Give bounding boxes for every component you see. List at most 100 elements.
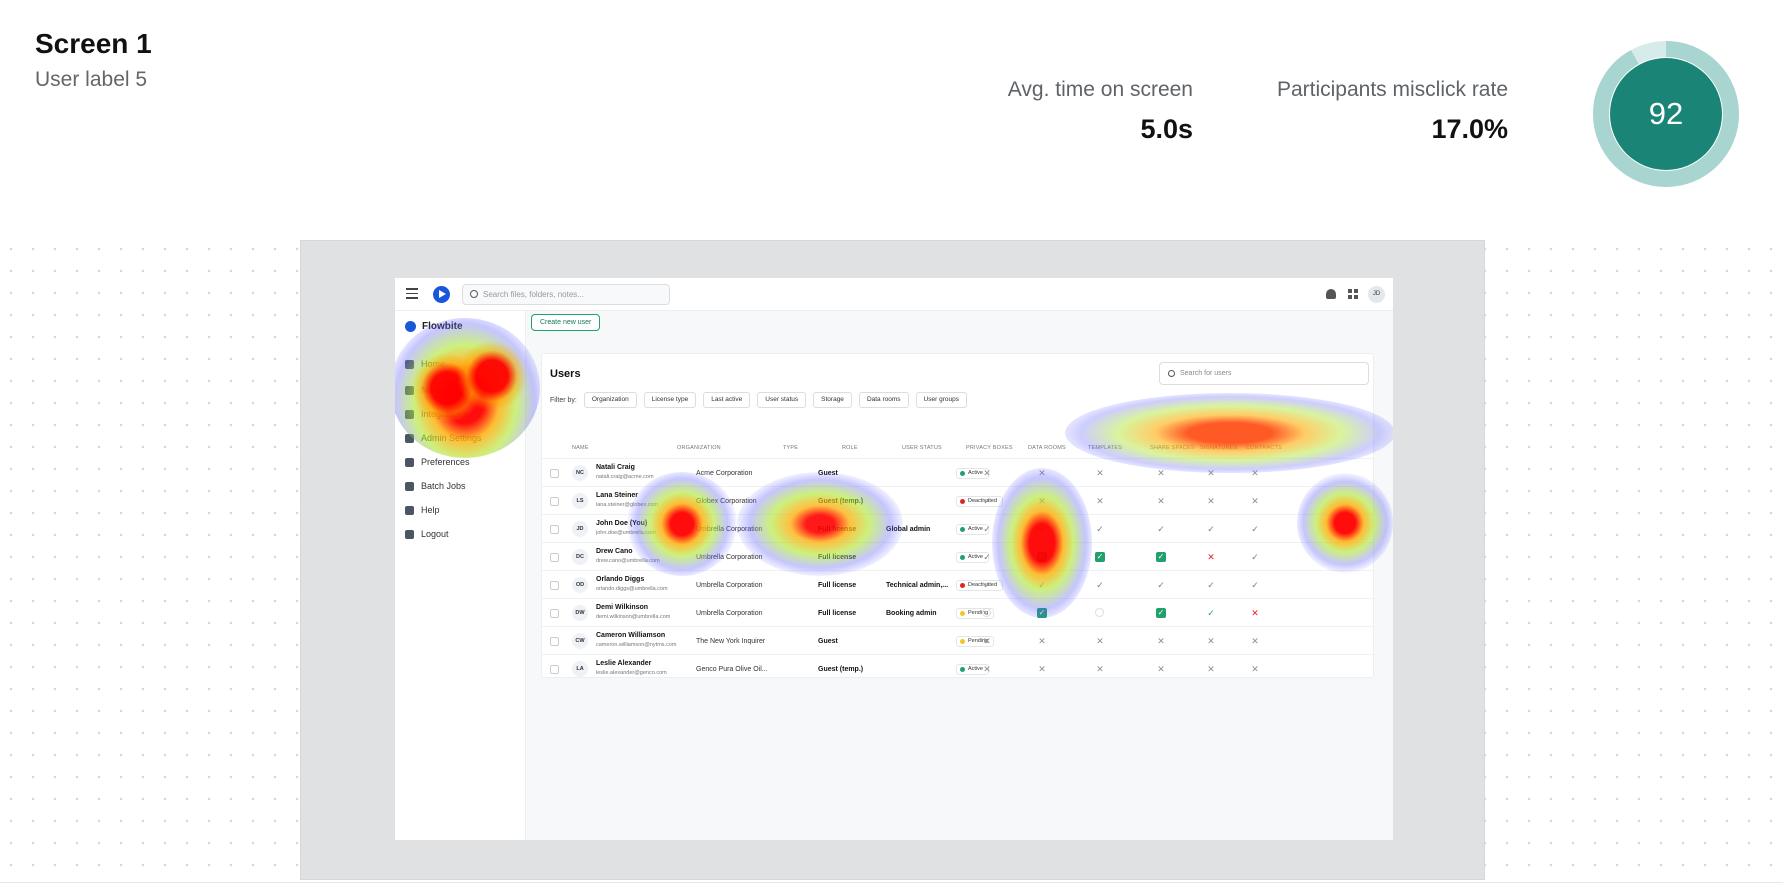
table-row[interactable]: JD John Doe (You) john.doe@umbrella.com Umb… bbox=[542, 514, 1375, 542]
table-row[interactable]: DW Demi Wilkinson demi.wilkinson@umbrella.… bbox=[542, 598, 1375, 626]
check-icon[interactable]: ✓ bbox=[1157, 580, 1165, 590]
row-checkbox[interactable] bbox=[550, 581, 559, 590]
empty-toggle[interactable] bbox=[1095, 608, 1104, 617]
user-name[interactable]: Natali Craig bbox=[596, 464, 635, 471]
create-user-button[interactable]: Create new user bbox=[531, 314, 601, 331]
row-checkbox[interactable] bbox=[550, 525, 559, 534]
sidebar-item-admin-settings[interactable]: Admin Settings bbox=[405, 433, 482, 443]
table-row[interactable]: NC Natali Craig natali.craig@acme.com Acme … bbox=[542, 458, 1375, 486]
column-header-privacy-boxes[interactable]: PRIVACY BOXES bbox=[966, 445, 1013, 451]
close-icon[interactable]: ✕ bbox=[1096, 636, 1104, 646]
global-search-input[interactable]: Search files, folders, notes... bbox=[462, 284, 670, 305]
close-icon[interactable]: ✕ bbox=[1157, 468, 1165, 478]
row-checkbox[interactable] bbox=[550, 497, 559, 506]
close-icon[interactable]: ✕ bbox=[1251, 468, 1259, 478]
check-icon[interactable]: ✓ bbox=[1037, 608, 1047, 618]
column-header-templates[interactable]: TEMPLATES bbox=[1088, 445, 1123, 451]
sidebar-item-home[interactable]: Home bbox=[405, 359, 445, 369]
user-name[interactable]: Demi Wilkinson bbox=[596, 604, 649, 611]
close-icon[interactable]: ✕ bbox=[1207, 468, 1215, 478]
check-icon[interactable]: ✓ bbox=[1156, 552, 1166, 562]
close-icon[interactable]: ✕ bbox=[1251, 636, 1259, 646]
row-checkbox[interactable] bbox=[550, 553, 559, 562]
close-icon[interactable]: ✕ bbox=[1207, 636, 1215, 646]
sidebar-item-preferences[interactable]: Preferences bbox=[405, 457, 470, 467]
filter-license-type[interactable]: License type bbox=[643, 392, 697, 408]
close-icon[interactable]: ✕ bbox=[1207, 552, 1215, 562]
close-icon[interactable]: ✕ bbox=[1157, 636, 1165, 646]
check-icon[interactable]: ✓ bbox=[983, 580, 991, 590]
user-search-input[interactable]: Search for users bbox=[1159, 362, 1369, 385]
close-icon[interactable]: ✕ bbox=[1038, 636, 1046, 646]
sidebar-item-help[interactable]: Help bbox=[405, 505, 440, 515]
close-icon[interactable]: ✕ bbox=[1251, 608, 1259, 618]
sidebar-item-batch-jobs[interactable]: Batch Jobs bbox=[405, 481, 466, 491]
close-icon[interactable]: ✕ bbox=[1096, 664, 1104, 674]
column-header-type[interactable]: TYPE bbox=[783, 445, 799, 451]
row-checkbox[interactable] bbox=[550, 665, 559, 674]
check-icon[interactable]: ✓ bbox=[1207, 608, 1215, 618]
table-row[interactable]: OD Orlando Diggs orlando.diggs@umbrella.co… bbox=[542, 570, 1375, 598]
empty-toggle[interactable] bbox=[982, 608, 991, 617]
avatar[interactable]: JD bbox=[1368, 286, 1385, 303]
table-row[interactable]: CW Cameron Williamson cameron.williamson@n… bbox=[542, 626, 1375, 654]
check-icon[interactable]: ✓ bbox=[1207, 580, 1215, 590]
filter-storage[interactable]: Storage bbox=[813, 392, 852, 408]
check-icon[interactable]: ✓ bbox=[1038, 580, 1046, 590]
user-name[interactable]: Lana Steiner bbox=[596, 492, 639, 499]
column-header-signatures[interactable]: SIGNATURES bbox=[1200, 445, 1238, 451]
close-icon[interactable]: ✕ bbox=[1207, 664, 1215, 674]
close-icon[interactable]: ✕ bbox=[1038, 664, 1046, 674]
close-icon[interactable]: ✕ bbox=[1207, 496, 1215, 506]
filter-data-rooms[interactable]: Data rooms bbox=[858, 392, 909, 408]
close-icon[interactable]: ✕ bbox=[983, 636, 991, 646]
table-row[interactable]: LA Leslie Alexander leslie.alexander@genco… bbox=[542, 654, 1375, 682]
column-header-data-rooms[interactable]: DATA ROOMS bbox=[1028, 445, 1066, 451]
close-icon[interactable]: ✕ bbox=[1096, 468, 1104, 478]
filter-last-active[interactable]: Last active bbox=[703, 392, 751, 408]
check-icon[interactable]: ✓ bbox=[1095, 552, 1105, 562]
row-checkbox[interactable] bbox=[550, 609, 559, 618]
column-header-role[interactable]: ROLE bbox=[842, 445, 858, 451]
column-header-share-spaces[interactable]: SHARE SPACES bbox=[1150, 445, 1195, 451]
table-row[interactable]: DC Drew Cano drew.cano@umbrella.com Umbrell… bbox=[542, 542, 1375, 570]
close-icon[interactable]: ✕ bbox=[1251, 496, 1259, 506]
user-name[interactable]: Orlando Diggs bbox=[596, 576, 645, 583]
sidebar-item-notifications[interactable]: Notifications bbox=[405, 385, 470, 395]
user-name[interactable]: Leslie Alexander bbox=[596, 660, 652, 667]
close-icon[interactable]: ✕ bbox=[1251, 664, 1259, 674]
column-header-organization[interactable]: ORGANIZATION bbox=[677, 445, 721, 451]
row-checkbox[interactable] bbox=[550, 637, 559, 646]
check-icon[interactable]: ✓ bbox=[1096, 580, 1104, 590]
table-row[interactable]: LS Lana Steiner lana.steiner@globex.com Glo… bbox=[542, 486, 1375, 514]
close-icon[interactable]: ✕ bbox=[983, 664, 991, 674]
logo-icon[interactable] bbox=[433, 286, 450, 303]
row-checkbox[interactable] bbox=[550, 469, 559, 478]
user-name[interactable]: John Doe (You) bbox=[596, 520, 648, 527]
bell-icon[interactable] bbox=[1326, 289, 1336, 299]
column-header-name[interactable]: NAME bbox=[572, 445, 589, 451]
close-icon[interactable]: ✕ bbox=[1157, 496, 1165, 506]
apps-grid-icon[interactable] bbox=[1348, 289, 1358, 299]
check-icon[interactable]: ✓ bbox=[1251, 524, 1259, 534]
close-icon[interactable]: ✕ bbox=[1038, 496, 1046, 506]
close-icon[interactable]: ✕ bbox=[1038, 468, 1046, 478]
check-icon[interactable]: ✓ bbox=[1037, 552, 1047, 562]
check-icon[interactable]: ✓ bbox=[1156, 608, 1166, 618]
sidebar-item-integrations[interactable]: Integrations bbox=[405, 409, 468, 419]
filter-user-status[interactable]: User status bbox=[757, 392, 807, 408]
column-header-user-status[interactable]: USER STATUS bbox=[902, 445, 942, 451]
filter-user-groups[interactable]: User groups bbox=[915, 392, 967, 408]
close-icon[interactable]: ✕ bbox=[983, 468, 991, 478]
check-icon[interactable]: ✓ bbox=[1157, 524, 1165, 534]
check-icon[interactable]: ✓ bbox=[1096, 524, 1104, 534]
check-icon[interactable]: ✓ bbox=[983, 552, 991, 562]
check-icon[interactable]: ✓ bbox=[983, 524, 991, 534]
sidebar-item-logout[interactable]: Logout bbox=[405, 529, 449, 539]
user-name[interactable]: Drew Cano bbox=[596, 548, 633, 555]
check-icon[interactable]: ✓ bbox=[983, 496, 991, 506]
user-name[interactable]: Cameron Williamson bbox=[596, 632, 666, 639]
check-icon[interactable]: ✓ bbox=[1251, 580, 1259, 590]
check-icon[interactable]: ✓ bbox=[1038, 524, 1046, 534]
close-icon[interactable]: ✕ bbox=[1096, 496, 1104, 506]
